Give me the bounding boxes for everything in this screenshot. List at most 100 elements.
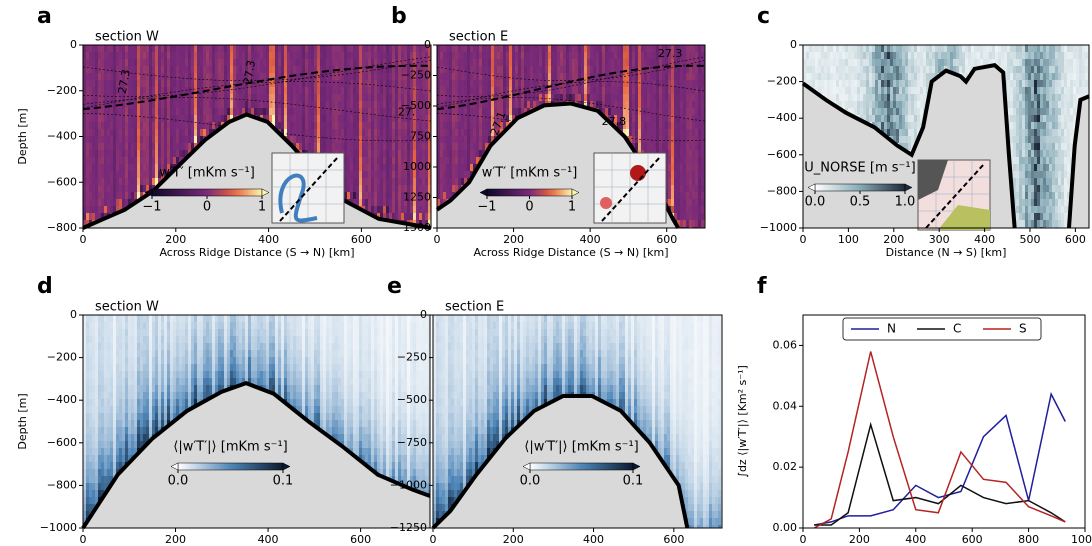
field-cell [209,52,212,59]
field-cell [572,66,575,73]
field-cell [161,80,164,87]
field-cell [473,122,476,129]
field-cell [371,178,374,185]
field-cell [203,122,206,129]
field-cell [494,59,497,66]
field-cell [221,73,224,80]
field-cell [377,52,380,59]
field-cell [350,143,353,150]
field-cell [389,192,392,199]
field-cell [149,73,152,80]
field-cell [476,108,479,115]
field-cell [272,108,275,115]
field-cell [101,136,104,143]
field-cell [356,115,359,122]
field-cell [398,45,401,52]
field-cell [389,143,392,150]
field-cell [125,150,128,157]
field-cell [182,73,185,80]
field-cell [233,94,236,101]
field-cell [479,108,482,115]
field-cell [272,115,275,122]
field-cell [395,66,398,73]
field-cell [401,213,404,220]
field-cell [635,136,638,143]
field-cell [368,178,371,185]
field-cell [359,157,362,164]
field-cell [158,129,161,136]
field-cell [383,73,386,80]
field-cell [506,66,509,73]
field-cell [455,66,458,73]
field-cell [626,94,629,101]
field-cell [365,150,368,157]
field-cell [158,59,161,66]
field-cell [344,122,347,129]
field-cell [326,115,329,122]
field-cell [386,164,389,171]
field-cell [146,108,149,115]
field-cell [491,80,494,87]
field-cell [98,122,101,129]
x-tick-label: 0 [80,233,87,246]
field-cell [614,52,617,59]
field-cell [536,59,539,66]
field-cell [209,59,212,66]
field-cell [110,52,113,59]
field-cell [356,171,359,178]
field-cell [182,136,185,143]
field-cell [392,185,395,192]
field-cell [152,66,155,73]
field-cell [398,178,401,185]
field-cell [308,66,311,73]
field-cell [464,129,467,136]
field-cell [206,59,209,66]
field-cell [317,59,320,66]
field-cell [158,45,161,52]
field-cell [374,150,377,157]
field-cell [455,52,458,59]
field-cell [137,45,140,52]
field-cell [341,45,344,52]
field-cell [290,129,293,136]
field-cell [236,108,239,115]
field-cell [350,52,353,59]
y-tick-label: −600 [47,175,77,188]
field-cell [494,45,497,52]
field-cell [584,59,587,66]
field-cell [539,59,542,66]
field-cell [602,101,605,108]
field-cell [458,94,461,101]
field-cell [89,59,92,66]
field-cell [209,80,212,87]
field-cell [92,199,95,206]
field-cell [491,59,494,66]
field-cell [113,108,116,115]
field-cell [518,101,521,108]
field-cell [575,52,578,59]
field-cell [287,122,290,129]
field-cell [617,66,620,73]
field-cell [167,108,170,115]
field-cell [320,136,323,143]
field-cell [230,108,233,115]
field-cell [509,108,512,115]
field-cell [458,178,461,185]
field-cell [632,59,635,66]
field-cell [170,150,173,157]
field-cell [302,87,305,94]
field-cell [257,45,260,52]
field-cell [296,87,299,94]
field-cell [188,101,191,108]
field-cell [161,150,164,157]
field-cell [401,178,404,185]
field-cell [164,101,167,108]
field-cell [92,122,95,129]
field-cell [119,164,122,171]
field-cell [332,59,335,66]
field-cell [209,73,212,80]
field-cell [470,52,473,59]
field-cell [191,45,194,52]
field-cell [104,52,107,59]
